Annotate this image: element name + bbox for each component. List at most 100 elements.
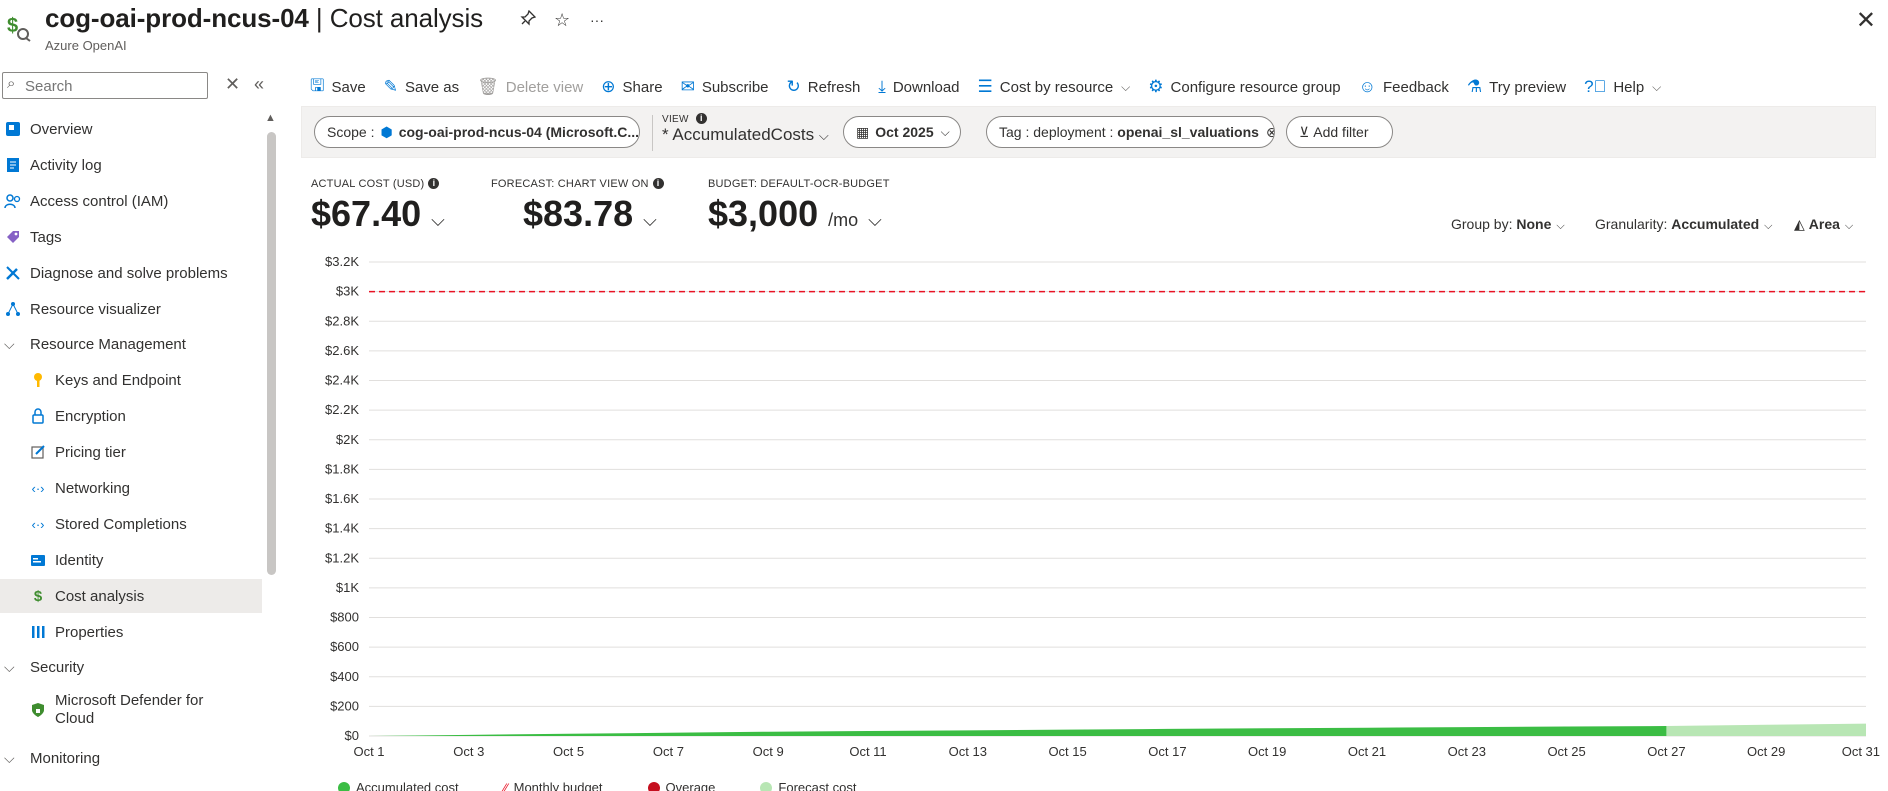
search-input[interactable]: [25, 76, 203, 96]
budget-kpi: BUDGET: DEFAULT-OCR-BUDGET $3,000 /mo ⌵: [708, 178, 890, 234]
area-chart-icon: ◭: [1794, 216, 1805, 232]
refresh-icon: ↻: [786, 77, 801, 96]
actual-cost-value[interactable]: $67.40 ⌵: [311, 193, 445, 234]
tag-filter-pill[interactable]: Tag : deployment : openai_sl_valuations …: [986, 116, 1275, 148]
legend-overage[interactable]: Overage: [647, 780, 715, 791]
sidebar-item-identity[interactable]: Identity: [0, 543, 262, 577]
download-button[interactable]: ⤓ Download: [878, 77, 960, 96]
star-icon[interactable]: ☆: [554, 10, 571, 30]
chart-legend: Accumulated cost ⁄⁄ Monthly budget Overag…: [338, 780, 901, 791]
sidebar-item-defender[interactable]: Microsoft Defender for Cloud: [0, 688, 262, 732]
chevron-down-icon: ⌵: [868, 210, 882, 230]
feedback-icon: ☺: [1358, 77, 1376, 96]
share-button[interactable]: ⊕ Share: [601, 77, 663, 96]
sidebar-item-activity-log[interactable]: Activity log: [0, 148, 262, 182]
sidebar-group-monitoring[interactable]: ⌵ Monitoring: [0, 741, 262, 775]
refresh-button[interactable]: ↻ Refresh: [786, 77, 861, 96]
resource-name: cog-oai-prod-ncus-04: [45, 3, 309, 33]
sidebar-item-stored-completions[interactable]: ‹·› Stored Completions: [0, 507, 262, 541]
cost-chart: $3.2K $3K $2.8K $2.6K $2.4K $2.2K $2K $1.8K $1.6…: [325, 254, 1880, 759]
key-icon: [28, 370, 48, 390]
edit-icon: [28, 442, 48, 462]
collapse-menu-icon[interactable]: «: [254, 74, 265, 94]
sidebar-item-encryption[interactable]: Encryption: [0, 399, 262, 433]
x-tick-label: Oct 19: [1248, 744, 1286, 759]
scroll-up-icon[interactable]: ▲: [265, 112, 276, 124]
close-icon[interactable]: ✕: [1855, 7, 1876, 34]
x-tick-label: Oct 1: [353, 744, 384, 759]
more-icon[interactable]: ···: [590, 12, 604, 28]
save-icon: 🖫: [310, 75, 325, 95]
scope-pill[interactable]: Scope : ⬢ cog-oai-prod-ncus-04 (Microsof…: [314, 116, 640, 148]
page-header: $ cog-oai-prod-ncus-04 | Cost analysis A…: [0, 0, 1888, 58]
actual-cost-kpi: ACTUAL COST (USD) i $67.40 ⌵: [311, 178, 445, 234]
configure-resource-group-button[interactable]: ⚙ Configure resource group: [1148, 77, 1341, 96]
try-preview-button[interactable]: ⚗ Try preview: [1466, 77, 1567, 96]
help-icon: ?⃝: [1584, 77, 1607, 96]
add-filter-icon: ⊻: [1299, 123, 1310, 140]
chevron-down-icon: ⌵: [1844, 220, 1854, 232]
scrollbar-thumb[interactable]: [267, 132, 276, 575]
sidebar-item-resource-visualizer[interactable]: Resource visualizer: [0, 292, 262, 326]
info-icon[interactable]: i: [695, 113, 707, 124]
list-icon: ☰: [977, 77, 993, 96]
sidebar-item-properties[interactable]: Properties: [0, 615, 262, 649]
legend-accumulated[interactable]: Accumulated cost: [338, 780, 459, 791]
delete-view-button[interactable]: 🗑 Delete view: [477, 77, 584, 96]
chart-type-dropdown[interactable]: ◭ Area ⌵: [1794, 216, 1854, 232]
forecast-value[interactable]: $83.78 ⌵: [523, 193, 657, 234]
x-tick-label: Oct 31: [1842, 744, 1880, 759]
sidebar-item-label: Properties: [55, 623, 124, 641]
date-range-pill[interactable]: ▦ Oct 2025 ⌵: [843, 116, 961, 148]
sidebar-item-tags[interactable]: Tags: [0, 220, 262, 254]
command-bar: 🖫 Save ✎ Save as 🗑 Delete view ⊕ Share ✉ Subs…: [310, 72, 1679, 102]
info-icon[interactable]: i: [652, 178, 664, 189]
tag-icon: [3, 227, 23, 247]
menu-search[interactable]: ⌕: [2, 72, 208, 99]
y-tick-label: $200: [330, 698, 359, 713]
title-separator: |: [308, 3, 330, 33]
page-title: cog-oai-prod-ncus-04 | Cost analysis: [45, 3, 483, 34]
save-button[interactable]: 🖫 Save: [310, 73, 366, 102]
sidebar-item-label: Access control (IAM): [30, 192, 169, 210]
sidebar-item-label: Encryption: [55, 407, 126, 425]
group-by-dropdown[interactable]: Group by: None ⌵: [1451, 216, 1565, 232]
save-as-button[interactable]: ✎ Save as: [383, 77, 460, 96]
sidebar-group-security[interactable]: ⌵ Security: [0, 650, 262, 684]
clear-search-icon[interactable]: ✕: [225, 74, 241, 94]
budget-value[interactable]: $3,000 /mo ⌵: [708, 193, 882, 234]
code-icon: ‹·›: [31, 516, 45, 532]
sidebar-item-pricing-tier[interactable]: Pricing tier: [0, 435, 262, 469]
legend-budget[interactable]: ⁄⁄ Monthly budget: [504, 780, 603, 791]
remove-filter-icon[interactable]: ⊗: [1266, 124, 1274, 141]
sidebar-item-cost-analysis[interactable]: $ Cost analysis: [0, 579, 262, 613]
y-tick-label: $2.4K: [325, 373, 359, 388]
sidebar-group-resource-management[interactable]: ⌵ Resource Management: [0, 327, 262, 361]
legend-forecast[interactable]: Forecast cost: [760, 780, 856, 791]
sidebar-item-label: Stored Completions: [55, 515, 187, 533]
cost-by-resource-button[interactable]: ☰ Cost by resource ⌵: [977, 77, 1131, 96]
sidebar-item-diagnose[interactable]: Diagnose and solve problems: [0, 256, 262, 290]
help-button[interactable]: ?⃝ Help ⌵: [1584, 77, 1662, 96]
add-filter-button[interactable]: ⊻ Add filter: [1286, 116, 1393, 148]
x-tick-label: Oct 25: [1547, 744, 1585, 759]
sidebar-item-networking[interactable]: ‹·› Networking: [0, 471, 262, 505]
x-tick-label: Oct 23: [1448, 744, 1486, 759]
calendar-icon: ▦: [856, 123, 870, 140]
menu-scrollbar[interactable]: ▲: [264, 112, 276, 791]
accumulated-cost-area: [369, 726, 1667, 736]
y-tick-label: $400: [330, 669, 359, 684]
granularity-dropdown[interactable]: Granularity: Accumulated ⌵: [1595, 216, 1773, 232]
cost-analysis-logo-icon: $: [7, 15, 31, 42]
chevron-down-icon: ⌵: [1764, 220, 1773, 232]
sidebar-item-overview[interactable]: Overview: [0, 112, 262, 146]
info-icon[interactable]: i: [428, 178, 440, 189]
sidebar-item-iam[interactable]: Access control (IAM): [0, 184, 262, 218]
feedback-button[interactable]: ☺ Feedback: [1358, 77, 1449, 96]
view-selector[interactable]: VIEW i * AccumulatedCosts ⌵: [662, 113, 829, 144]
mail-icon: ✉: [680, 77, 695, 96]
pin-icon[interactable]: [520, 9, 537, 30]
people-icon: [3, 191, 23, 211]
sidebar-item-keys-endpoint[interactable]: Keys and Endpoint: [0, 363, 262, 397]
subscribe-button[interactable]: ✉ Subscribe: [680, 77, 769, 96]
